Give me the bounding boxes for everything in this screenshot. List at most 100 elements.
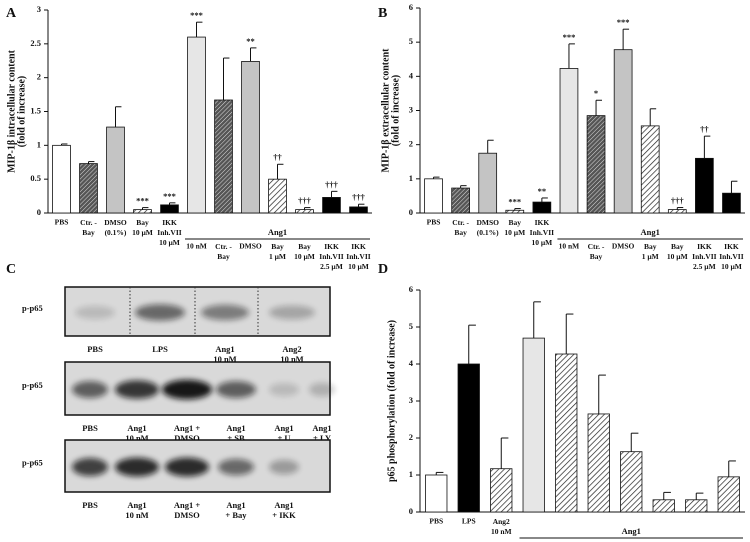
lane-label: LPS [152,344,168,354]
y-tick-label: 0.5 [30,173,41,183]
blot-label: p-p65 [22,457,43,467]
lane-label: Ang1 + SB [226,423,245,443]
x-tick-label: DMSO(0.1%) [555,541,578,542]
bar [722,192,741,214]
y-tick-label: 2 [37,72,41,82]
y-axis-title: MIP-1β intracellular content(fold of inc… [7,49,28,173]
lane-label: Ang1 + LY [312,423,331,443]
band [115,457,159,477]
y-tick-label: 4 [409,70,414,80]
x-tick-label: Bay 1 µM [269,242,286,261]
x-tick-label: Ang2 10 nM [491,517,512,536]
x-tick-label: Ctr. -Bay [215,242,232,261]
bar [425,474,448,513]
blot-label: p-p65 [22,380,43,390]
significance: ††† [298,196,312,206]
band [309,382,335,397]
bar [268,178,287,214]
bar [695,157,714,214]
bar [478,152,498,214]
x-tick-label: DMSO(0.1%) [104,218,127,237]
bar [490,468,513,513]
y-tick-label: 1 [37,139,41,149]
lane-label: PBS [87,344,103,354]
bar [613,49,633,214]
x-tick-label: Bay 1 µM [642,242,659,261]
lane-label: Ang1 + DMSO [174,423,200,443]
x-tick-label: IKK Inh.VII 2.5 µM [319,242,343,271]
y-tick-label: 1.5 [30,105,41,115]
y-axis-title: MIP-1β extracellular content(fold of inc… [381,48,402,173]
x-tick-label: IKK Inh.VII 10 µM [719,242,743,271]
band [115,380,159,399]
bar [717,476,740,513]
x-tick-label: DMSO(0.1%) [476,218,499,237]
y-tick-label: 4 [409,358,414,368]
bar [685,499,708,513]
significance: ††† [352,192,366,202]
bar [451,187,470,214]
x-tick-label: 10 nM [186,242,207,251]
bar [424,178,443,214]
group-label: Ang1 [622,526,641,536]
bar [349,206,368,214]
bar [586,115,606,214]
y-tick-label: 3 [409,104,413,114]
y-tick-label: 2.5 [30,38,41,48]
bar [322,197,341,214]
panel-label: A [6,6,17,21]
bar [295,209,314,214]
y-tick-label: 3 [37,4,41,14]
significance: *** [163,191,176,201]
x-tick-label: U012620 µM [621,541,642,542]
panel-label: D [378,262,388,277]
lane-label: Ang1 + U [274,423,293,443]
bar [532,201,552,214]
lane-label: Ang1 + IKK [272,500,296,520]
x-tick-label: IKK Inh.VII 10 µM [530,218,554,247]
blot-label: p-p65 [22,303,43,313]
lane-label: PBS [82,500,98,510]
bar [79,163,98,214]
y-tick-label: 3 [409,395,413,405]
significance: *** [617,17,630,27]
band [72,381,108,398]
bar [241,61,260,214]
significance: *** [563,32,576,42]
x-tick-label: IKK Inh.VII 10 µM [157,218,181,247]
x-tick-label: 10 nM [559,242,580,251]
significance: ††† [671,195,685,205]
lane-label: Ang1 + Bay [225,500,247,520]
group-label: Ang1 [641,227,660,237]
x-tick-label: SB10 µM [588,541,609,542]
significance: †† [700,124,709,134]
bar [505,209,525,214]
lane-label: Ang1 10 nM [213,344,236,364]
x-tick-label: IKK Inh.VII 2.5 µM [692,242,716,271]
panel-label: C [6,262,16,277]
lane-label: PBS [82,423,98,433]
x-tick-label: LPS [462,517,476,526]
y-tick-label: 5 [409,36,413,46]
band [162,379,212,400]
y-tick-label: 2 [409,432,413,442]
significance: *** [190,10,203,20]
band [72,458,108,477]
y-tick-label: 0 [409,207,413,217]
x-tick-label: Ctr. -Bay [80,218,97,237]
band [135,304,185,321]
y-tick-label: 5 [409,321,413,331]
y-tick-label: 6 [409,284,413,294]
bar [457,363,480,513]
bar [667,209,687,214]
band [75,305,115,320]
y-tick-label: 6 [409,2,413,12]
lane-label: Ang2 10 nM [280,344,303,364]
bar [559,68,579,214]
x-tick-label: Ctr. -Bay [588,242,605,261]
significance: ** [246,36,255,46]
y-axis-title: p65 phosphorylation (fold of increase) [386,320,397,482]
